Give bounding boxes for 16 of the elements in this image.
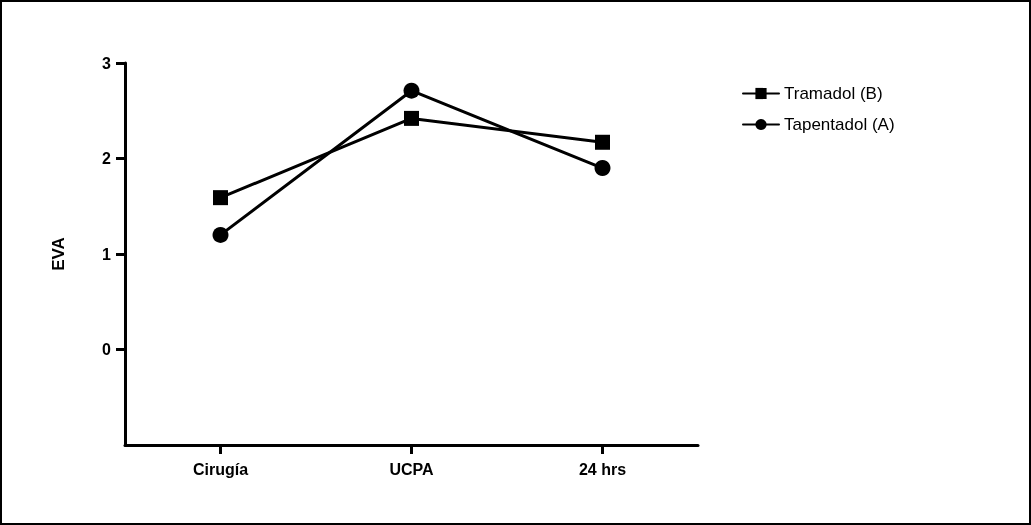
y-axis-title: EVA [49, 237, 68, 271]
y-tick-label: 3 [102, 54, 112, 72]
x-tick-label: UCPA [389, 460, 435, 478]
point [213, 190, 228, 206]
x-tick-label: Cirugía [192, 460, 249, 478]
y-tick-label: 0 [102, 341, 112, 358]
point [595, 134, 610, 150]
y-tick-label: 1 [102, 245, 112, 263]
legend-label: Tramadol (B) [784, 84, 883, 103]
point [404, 110, 419, 126]
x-tick-label: 24 hrs [578, 460, 627, 478]
point [594, 160, 611, 177]
point [212, 226, 229, 243]
point [403, 82, 420, 99]
y-tick-label: 2 [102, 150, 112, 167]
legend-label: Tapentadol (A) [784, 115, 895, 134]
